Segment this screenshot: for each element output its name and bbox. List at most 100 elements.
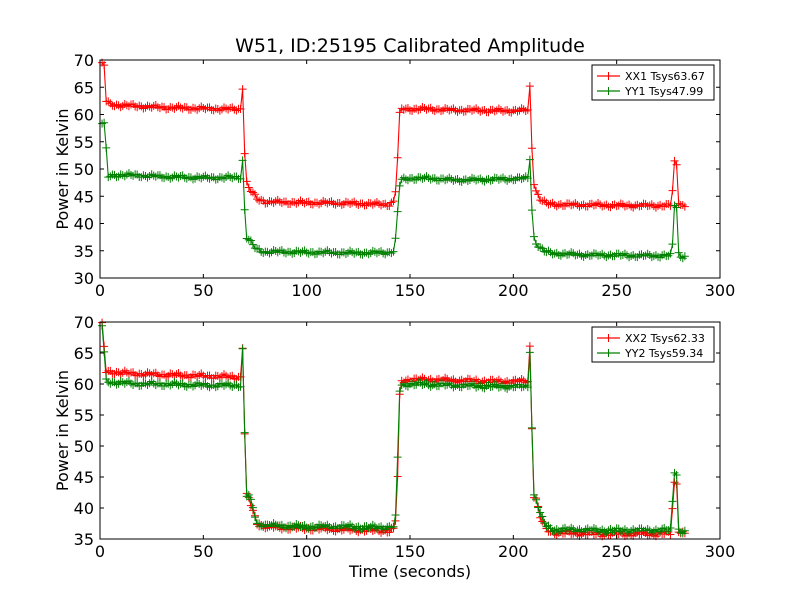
series-1-point <box>124 370 133 379</box>
series-2-point <box>106 379 115 388</box>
series-1-point <box>513 107 522 116</box>
series-2-point <box>517 174 526 183</box>
y-tick-label: 55 <box>74 133 94 152</box>
series-2-point <box>242 492 251 501</box>
series-2-point <box>224 171 233 180</box>
series-2-point <box>573 526 582 535</box>
series-2-point <box>350 249 359 258</box>
series-2-point <box>269 246 278 255</box>
series-2-point <box>164 172 173 181</box>
series-2-point <box>168 380 177 389</box>
series-1-point <box>269 198 278 207</box>
series-2-point <box>232 380 241 389</box>
series-2-point <box>112 173 121 182</box>
series-2-point <box>654 252 662 261</box>
series-2-point <box>279 248 288 257</box>
series-2-point <box>269 519 278 528</box>
series-2-point <box>523 174 532 183</box>
series-1-point <box>587 199 596 208</box>
series-2-point <box>147 377 156 386</box>
x-tick-label: 250 <box>601 542 632 561</box>
y-tick-label: 60 <box>74 106 94 125</box>
series-2-point <box>170 171 179 180</box>
series-2-point <box>439 174 448 183</box>
series-2-point <box>422 172 431 181</box>
series-1-point <box>511 105 520 114</box>
series-1-point <box>337 200 346 209</box>
series-1-point <box>230 105 239 114</box>
series-1-point <box>172 370 181 379</box>
series-2-point <box>441 176 450 185</box>
series-2-point <box>627 251 636 260</box>
series-2-point <box>463 176 472 185</box>
series-2-point <box>463 382 472 391</box>
series-1-point <box>372 197 381 206</box>
series-1-point <box>625 200 634 209</box>
series-2-point <box>317 521 326 530</box>
y-tick-label: 35 <box>74 242 94 261</box>
series-2-point <box>556 251 565 260</box>
series-2-point <box>397 381 406 390</box>
series-2-point <box>395 181 404 190</box>
series-1-point <box>633 200 642 209</box>
series-1-point <box>139 104 148 113</box>
series-1-point <box>532 186 541 195</box>
series-2-point <box>542 522 551 531</box>
series-2-point <box>248 503 257 512</box>
series-2-point <box>482 381 491 390</box>
series-1-point <box>612 202 621 211</box>
series-2-point <box>286 247 295 256</box>
series-2-point <box>310 524 319 533</box>
series-2-point <box>496 174 505 183</box>
series-1-point <box>232 106 241 115</box>
series-2-point <box>600 527 609 536</box>
y-tick-label: 65 <box>74 78 94 97</box>
series-1-point <box>616 199 625 208</box>
series-2-point <box>567 523 576 532</box>
series-1-point <box>428 106 437 115</box>
series-2-point <box>468 173 476 182</box>
y-tick-label: 65 <box>74 344 94 363</box>
series-2-point <box>319 249 328 258</box>
series-2-point <box>478 176 487 185</box>
y-tick-label: 40 <box>74 499 94 518</box>
series-2-point <box>100 347 109 356</box>
series-1-point <box>149 101 158 110</box>
series-2-markers <box>98 321 689 538</box>
series-1-point <box>571 199 580 208</box>
series-1-point <box>546 199 555 208</box>
series-2-point <box>389 522 398 531</box>
series-2-point <box>428 381 437 390</box>
series-2-point <box>451 175 460 184</box>
series-2-point <box>501 383 510 392</box>
series-2-point <box>521 172 530 181</box>
series-1-point <box>100 61 109 70</box>
series-2-point <box>228 174 237 183</box>
legend-marker <box>604 72 613 80</box>
series-1-point <box>418 103 427 112</box>
series-1-point <box>517 104 526 113</box>
x-tick-label: 300 <box>705 542 736 561</box>
series-1-point <box>674 199 683 208</box>
series-2-point <box>401 175 410 184</box>
series-2-point <box>366 522 375 531</box>
series-2-point <box>660 250 669 259</box>
x-tick-label: 100 <box>291 542 322 561</box>
legend: XX2 Tsys62.33 YY2 Tsys59.34 <box>591 326 715 363</box>
series-2-point <box>379 524 388 533</box>
series-1-point <box>447 105 456 114</box>
series-1-point <box>348 198 357 207</box>
series-1-point <box>393 472 402 481</box>
series-2-point <box>577 527 586 536</box>
series-2-point <box>143 380 152 389</box>
series-2-point <box>480 177 489 186</box>
y-tick-label: 70 <box>74 51 94 70</box>
series-2-point <box>186 380 195 389</box>
series-1-point <box>577 201 586 210</box>
series-1-point <box>629 203 638 212</box>
series-1-point <box>168 103 177 112</box>
series-1-point <box>368 200 377 209</box>
series-1-point <box>253 195 262 204</box>
series-2-line-group <box>98 118 689 263</box>
series-1-point <box>403 375 412 384</box>
